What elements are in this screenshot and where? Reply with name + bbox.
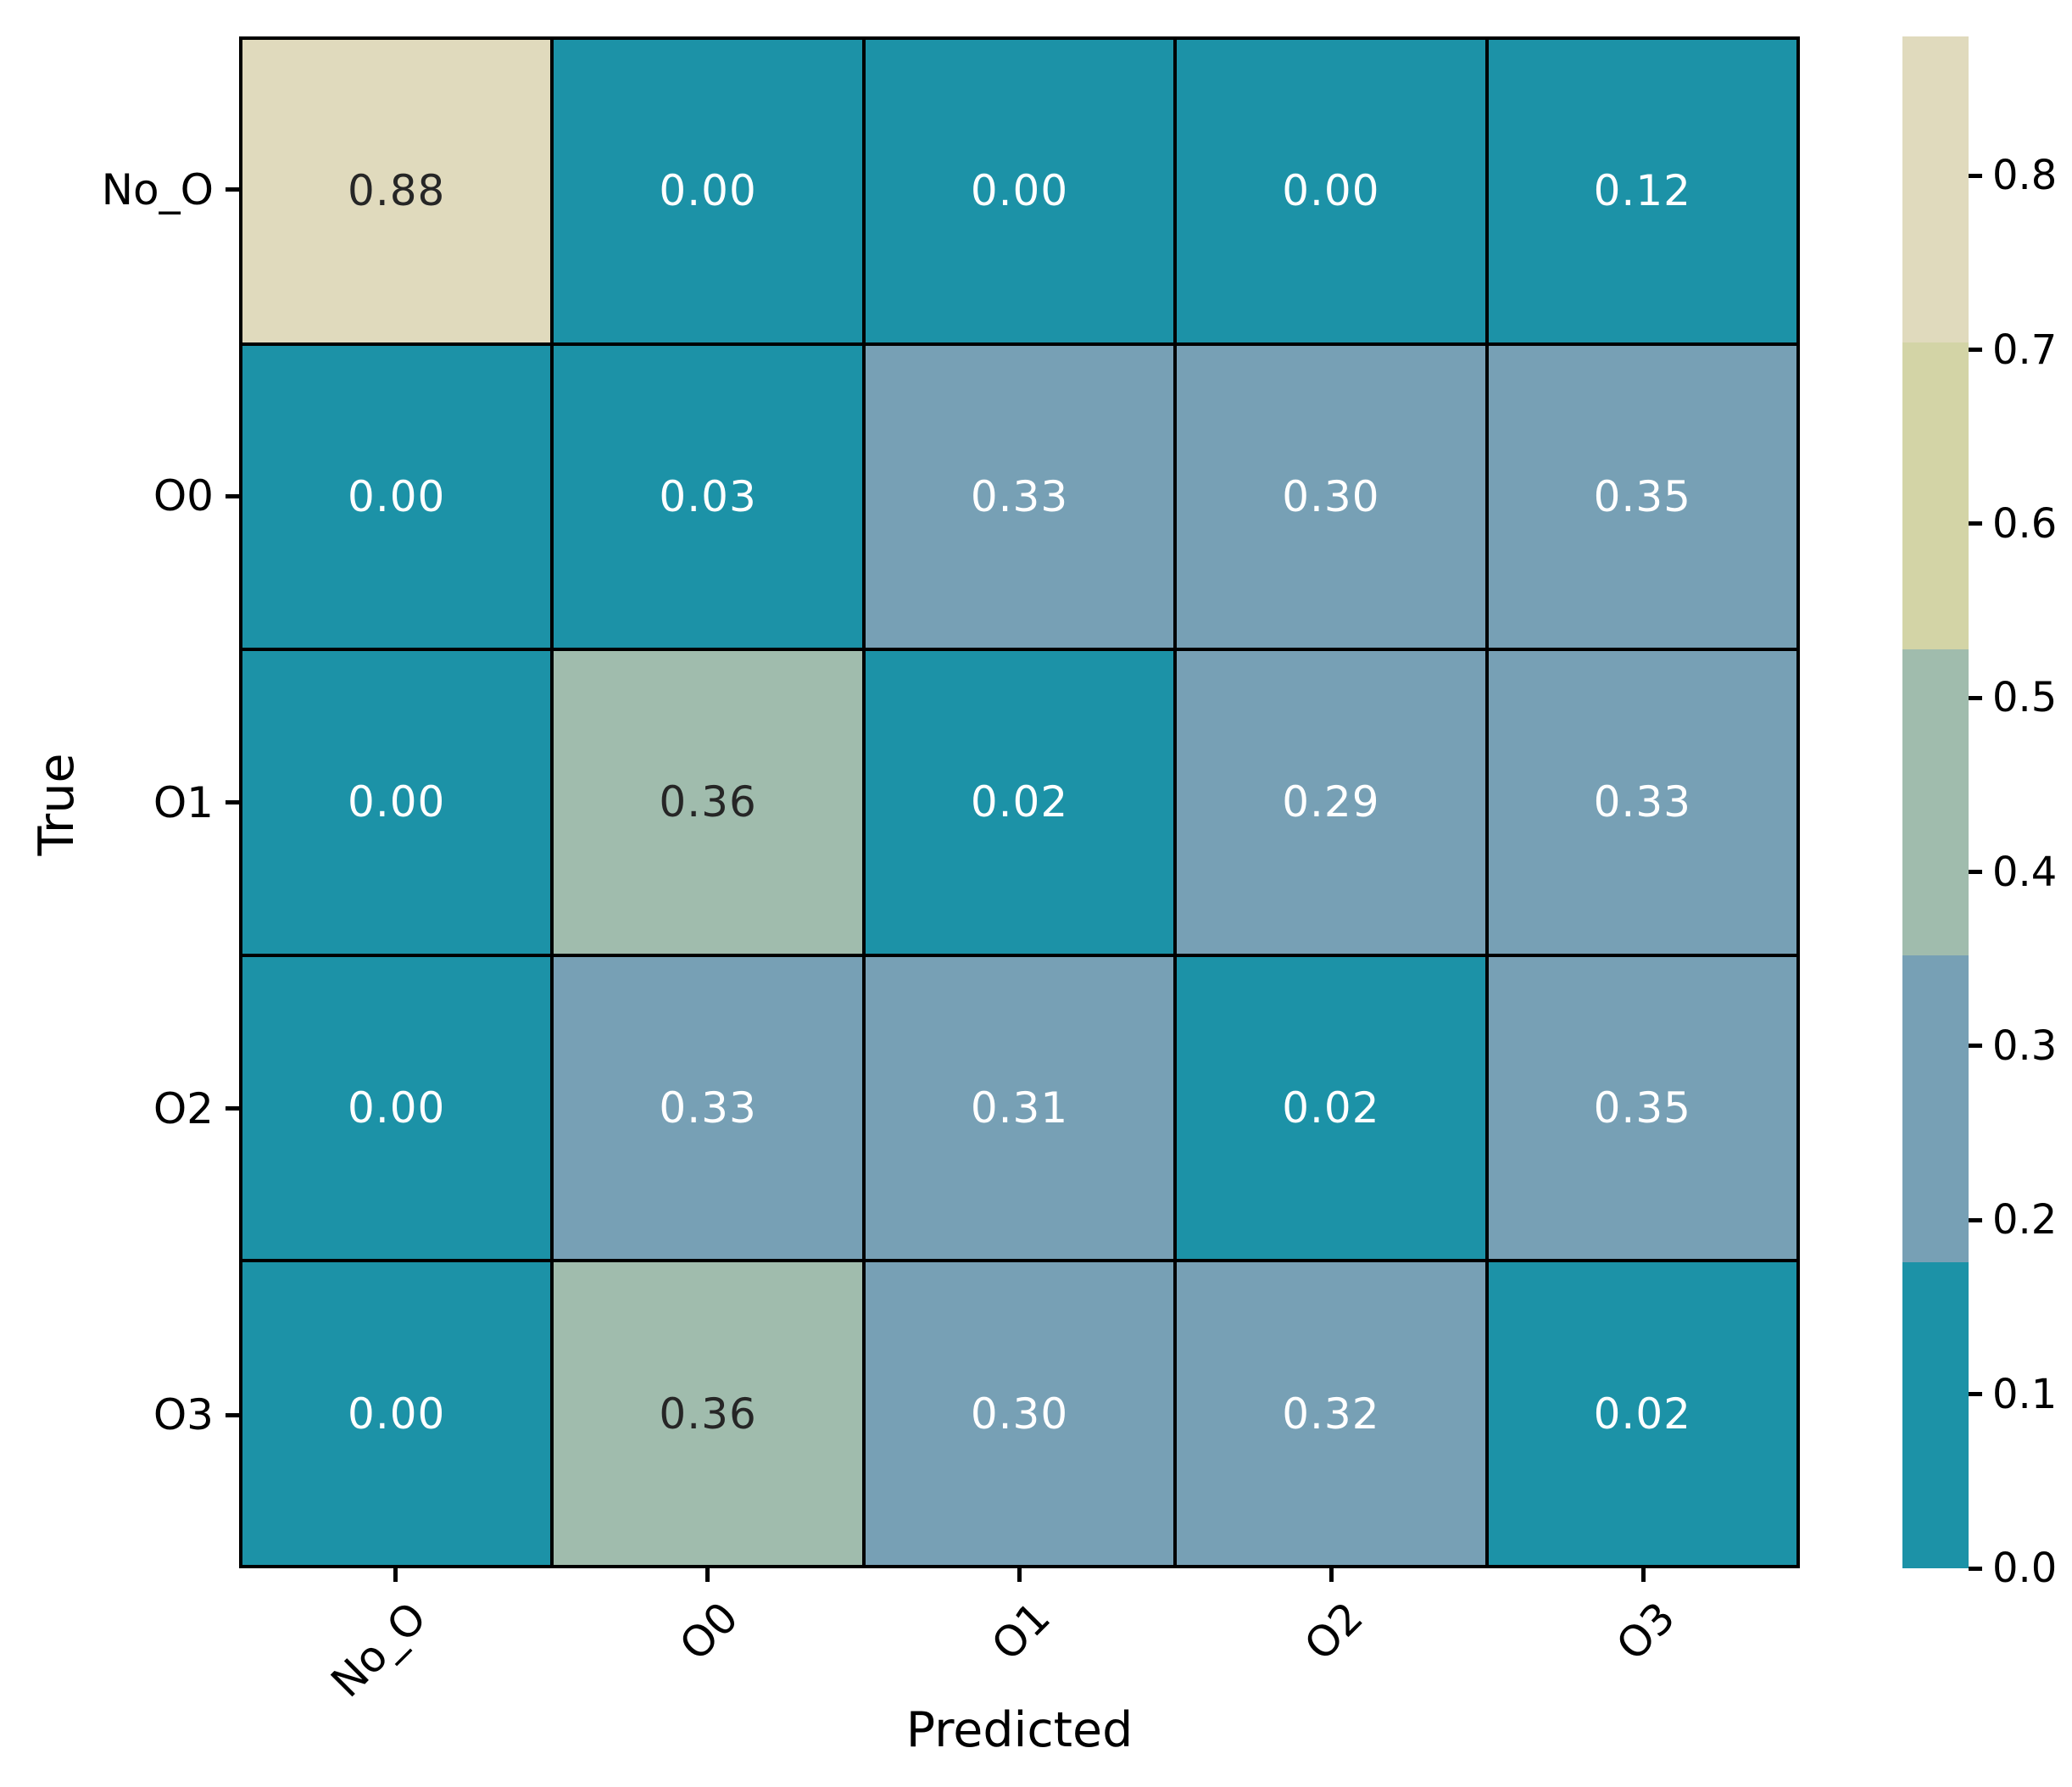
cell-value: 0.02 [970, 777, 1069, 827]
heatmap-cell-O2-O0: 0.33 [554, 956, 862, 1260]
heatmap-cell-O0-O0: 0.03 [554, 345, 862, 649]
x-tick-mark [1329, 1568, 1334, 1582]
y-tick-mark [226, 800, 239, 804]
heatmap-cell-O1-O1: 0.02 [865, 651, 1174, 954]
colorbar-tick-label-0.3: 0.3 [1992, 1022, 2058, 1070]
cell-value: 0.36 [659, 777, 757, 827]
cell-value: 0.02 [1282, 1083, 1380, 1133]
y-tick-mark [226, 1412, 239, 1417]
x-tick-label-O1: O1 [982, 1592, 1061, 1671]
x-tick-label-No_O: No_O [321, 1592, 436, 1707]
cell-value: 0.35 [1593, 1083, 1691, 1133]
heatmap-cell-O1-O2: 0.29 [1177, 651, 1485, 954]
heatmap-cell-No_O-O1: 0.00 [865, 40, 1174, 342]
heatmap-cell-O3-No_O: 0.00 [242, 1262, 551, 1565]
cell-value: 0.30 [1282, 471, 1380, 521]
colorbar-tick-label-0.4: 0.4 [1992, 848, 2058, 896]
heatmap-cell-O1-O3: 0.33 [1488, 651, 1796, 954]
x-tick-mark [705, 1568, 710, 1582]
colorbar-tick-label-0.6: 0.6 [1992, 499, 2058, 548]
heatmap-cell-O0-No_O: 0.00 [242, 345, 551, 649]
cell-value: 0.00 [970, 166, 1069, 216]
colorbar-tick-mark [1969, 870, 1982, 875]
x-axis-label: Predicted [905, 1702, 1133, 1758]
colorbar-tick-label-0.1: 0.1 [1992, 1370, 2058, 1418]
colorbar-tick-label-0.5: 0.5 [1992, 674, 2058, 722]
heatmap-cell-O3-O1: 0.30 [865, 1262, 1174, 1565]
cell-value: 0.00 [348, 471, 446, 521]
cell-value: 0.30 [970, 1389, 1069, 1439]
colorbar-band-4 [1902, 342, 1969, 649]
colorbar-band-3 [1902, 649, 1969, 956]
cell-value: 0.35 [1593, 471, 1691, 521]
x-tick-label-O2: O2 [1295, 1592, 1373, 1671]
heatmap-cell-O2-O3: 0.35 [1488, 956, 1796, 1260]
cell-value: 0.00 [659, 166, 757, 216]
colorbar [1902, 36, 1969, 1569]
y-tick-label-No_O: No_O [101, 164, 214, 214]
cell-value: 0.00 [1282, 166, 1380, 216]
heatmap-cell-O2-O2: 0.02 [1177, 956, 1485, 1260]
cell-value: 0.00 [348, 1389, 446, 1439]
colorbar-tick-label-0.2: 0.2 [1992, 1196, 2058, 1244]
colorbar-tick-mark [1969, 695, 1982, 700]
heatmap-cell-No_O-O2: 0.00 [1177, 40, 1485, 342]
heatmap-cell-No_O-O0: 0.00 [554, 40, 862, 342]
colorbar-tick-mark [1969, 173, 1982, 178]
x-tick-mark [393, 1568, 398, 1582]
colorbar-tick-mark [1969, 1566, 1982, 1571]
cell-value: 0.33 [659, 1083, 757, 1133]
heatmap-cell-No_O-O3: 0.12 [1488, 40, 1796, 342]
heatmap-cell-O1-O0: 0.36 [554, 651, 862, 954]
colorbar-tick-mark [1969, 1044, 1982, 1049]
heatmap-cell-No_O-No_O: 0.88 [242, 40, 551, 342]
y-tick-label-O2: O2 [153, 1083, 214, 1133]
colorbar-tick-label-0.7: 0.7 [1992, 326, 2058, 374]
cell-value: 0.36 [659, 1389, 757, 1439]
cell-value: 0.31 [970, 1083, 1069, 1133]
heatmap-cell-O0-O2: 0.30 [1177, 345, 1485, 649]
y-tick-mark [226, 493, 239, 498]
heatmap-cell-O2-O1: 0.31 [865, 956, 1174, 1260]
cell-value: 0.00 [348, 777, 446, 827]
y-tick-label-O0: O0 [153, 471, 214, 521]
colorbar-band-1 [1902, 1261, 1969, 1569]
cell-value: 0.33 [970, 471, 1069, 521]
y-axis-label: True [29, 753, 85, 856]
heatmap-cell-O0-O1: 0.33 [865, 345, 1174, 649]
colorbar-tick-mark [1969, 1392, 1982, 1397]
colorbar-tick-mark [1969, 521, 1982, 526]
colorbar-tick-mark [1969, 1217, 1982, 1222]
heatmap-cell-O3-O0: 0.36 [554, 1262, 862, 1565]
x-tick-label-O0: O0 [670, 1592, 749, 1671]
x-tick-label-O3: O3 [1607, 1592, 1685, 1671]
heatmap-cell-O0-O3: 0.35 [1488, 345, 1796, 649]
y-tick-label-O3: O3 [153, 1390, 214, 1440]
colorbar-tick-label-0.0: 0.0 [1992, 1545, 2058, 1592]
heatmap-cell-O3-O3: 0.02 [1488, 1262, 1796, 1565]
cell-value: 0.12 [1593, 166, 1691, 216]
cell-value: 0.00 [348, 1083, 446, 1133]
cell-value: 0.29 [1282, 777, 1380, 827]
x-tick-mark [1017, 1568, 1022, 1582]
colorbar-tick-mark [1969, 348, 1982, 353]
y-tick-label-O1: O1 [153, 777, 214, 827]
heatmap-cell-O2-No_O: 0.00 [242, 956, 551, 1260]
heatmap-grid: 0.88 0.00 0.00 0.00 0.12 0.00 0.03 0.33 0.30 0.35… [239, 36, 1800, 1568]
colorbar-band-5 [1902, 36, 1969, 343]
heatmap-cell-O3-O2: 0.32 [1177, 1262, 1485, 1565]
x-tick-mark [1641, 1568, 1646, 1582]
heatmap-cell-O1-No_O: 0.00 [242, 651, 551, 954]
y-tick-mark [226, 187, 239, 192]
cell-value: 0.88 [348, 166, 446, 216]
cell-value: 0.33 [1593, 777, 1691, 827]
y-tick-mark [226, 1106, 239, 1111]
cell-value: 0.02 [1593, 1389, 1691, 1439]
cell-value: 0.03 [659, 471, 757, 521]
cell-value: 0.32 [1282, 1389, 1380, 1439]
colorbar-band-2 [1902, 955, 1969, 1262]
colorbar-tick-label-0.8: 0.8 [1992, 152, 2058, 200]
